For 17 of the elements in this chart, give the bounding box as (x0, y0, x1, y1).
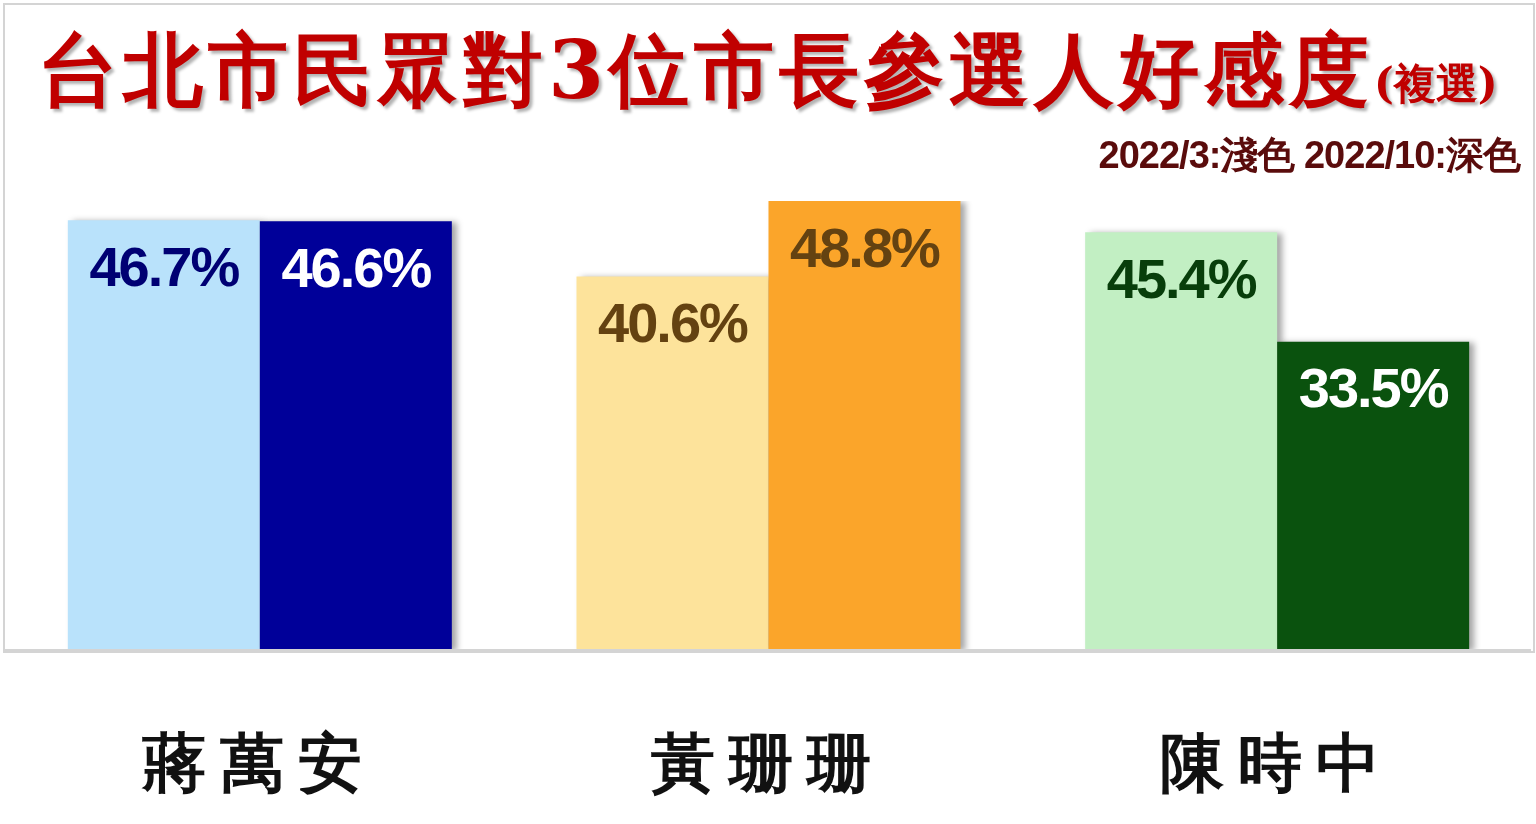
data-label: 46.6% (281, 235, 432, 299)
x-tick-label: 蔣萬安 (141, 724, 377, 800)
bar (576, 276, 769, 650)
bar (67, 220, 260, 650)
bar (259, 221, 452, 650)
data-label: 46.7% (89, 234, 240, 298)
x-tick-label: 黃珊珊 (651, 724, 885, 800)
data-label: 40.6% (598, 290, 749, 354)
bar (768, 201, 961, 650)
chart-title: 台北市民眾對3位市長參選人好感度(複選) (38, 23, 1498, 117)
bar (1277, 341, 1470, 650)
data-label: 48.8% (790, 215, 941, 279)
x-tick-label: 陳時中 (1159, 724, 1394, 800)
data-label: 45.4% (1106, 246, 1257, 310)
chart-subtitle: 2022/3:淺色 2022/10:深色 (1098, 133, 1520, 178)
bar (1085, 232, 1278, 650)
data-label: 33.5% (1298, 356, 1449, 420)
